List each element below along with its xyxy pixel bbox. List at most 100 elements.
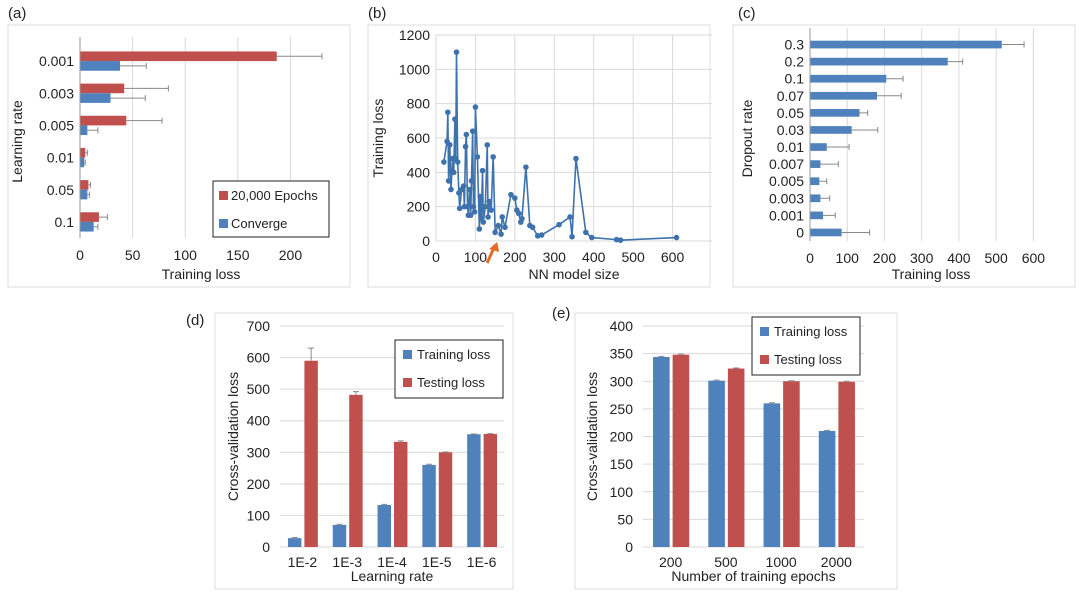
data-point: [569, 233, 575, 240]
data-point: [573, 155, 579, 162]
error-bar: [308, 347, 315, 361]
x-tick-label: 100: [836, 250, 860, 266]
x-tick-label: 200: [873, 250, 897, 266]
data-point: [454, 159, 461, 165]
panel-label: (b): [368, 5, 386, 22]
data-point: [468, 178, 475, 184]
bar: [80, 157, 85, 168]
bar: [80, 212, 99, 222]
x-axis-label: Training loss: [162, 266, 241, 282]
error-bar: [87, 191, 90, 198]
bar: [80, 147, 86, 158]
y-tick-label: 1000: [399, 61, 430, 77]
x-tick-label: 1E-5: [422, 554, 452, 570]
error-bar: [291, 537, 298, 539]
legend-box: [212, 180, 330, 238]
bar: [80, 125, 88, 136]
legend-swatch: [760, 355, 769, 364]
bar: [763, 403, 781, 547]
panel-c: (c) Training loss Dropout rate 0 100 200 300 40…: [732, 5, 1076, 288]
panel-label: (d): [186, 312, 204, 329]
data-point: [479, 167, 486, 174]
bar: [80, 61, 120, 71]
error-bar: [826, 144, 850, 151]
data-point: [529, 224, 536, 231]
data-point: [441, 159, 447, 165]
x-tick-label: 600: [661, 249, 685, 265]
x-tick-label: 1000: [766, 554, 797, 570]
error-bar: [788, 380, 795, 382]
legend: Training loss Testing loss: [394, 339, 504, 399]
data-point: [567, 214, 573, 220]
data-point: [472, 104, 479, 110]
bar: [838, 381, 855, 547]
error-bar: [98, 214, 108, 221]
legend-box: [394, 339, 504, 399]
y-axis-label: Learning rate: [9, 100, 25, 183]
error-bar: [1001, 41, 1025, 48]
bar: [810, 91, 878, 100]
y-axis-label: Dropout rate: [739, 99, 755, 177]
x-tick-label: 300: [910, 250, 934, 266]
x-tick-label: 600: [1022, 250, 1046, 266]
data-point: [508, 191, 514, 198]
bar: [727, 368, 745, 547]
data-point: [538, 232, 545, 238]
data-point: [467, 212, 474, 219]
y-tick-label: 400: [407, 164, 431, 180]
data-point: [480, 219, 487, 225]
error-bar: [820, 195, 831, 202]
data-point: [502, 224, 508, 231]
data-point: [488, 207, 495, 213]
error-bar: [851, 126, 879, 133]
error-bar: [677, 353, 684, 355]
y-tick-label: 0.05: [777, 105, 804, 121]
x-tick-label: 200: [503, 249, 527, 265]
error-bar: [276, 53, 323, 60]
x-axis-label: Number of training epochs: [671, 568, 835, 584]
bar: [810, 194, 821, 203]
y-tick-label: 1200: [399, 27, 430, 43]
y-axis-label: Cross-validation loss: [225, 372, 241, 501]
x-tick-label: 1E-2: [288, 554, 318, 570]
data-point: [484, 142, 491, 148]
data-point: [460, 183, 467, 189]
bar: [672, 354, 690, 547]
bar: [80, 51, 277, 62]
x-tick-label: 1E-6: [467, 554, 497, 570]
y-tick-label: 0.01: [47, 150, 74, 166]
bar: [810, 177, 820, 186]
error-bar: [336, 523, 343, 525]
bar: [483, 433, 498, 547]
data-point: [512, 195, 518, 201]
data-point: [477, 193, 483, 200]
panel-frame: [7, 24, 351, 288]
legend-label: Training loss: [417, 347, 491, 362]
y-tick-label: 600: [247, 350, 271, 366]
data-point: [486, 198, 493, 205]
bar: [783, 381, 800, 547]
y-tick-label: 200: [247, 476, 271, 492]
data-point: [617, 237, 624, 243]
x-tick-label: 300: [543, 249, 567, 265]
bar: [810, 74, 887, 83]
x-axis-label: Training loss: [892, 266, 971, 282]
arrow-head: [489, 242, 500, 252]
bar: [349, 394, 363, 547]
data-point: [499, 214, 506, 220]
x-tick-label: 50: [125, 247, 141, 263]
data-point: [470, 203, 477, 210]
bar: [287, 538, 302, 547]
data-point: [490, 154, 496, 160]
bar: [304, 360, 318, 547]
bar: [438, 452, 453, 547]
data-point: [445, 178, 452, 184]
x-tick-label: 200: [659, 554, 683, 570]
x-tick-label: 1E-3: [332, 554, 362, 570]
data-point: [447, 142, 453, 148]
panel-b: (b) NN model size Training loss 0 100 200 300 4…: [367, 5, 712, 288]
error-bar: [124, 85, 169, 92]
x-axis-label: NN model size: [528, 266, 619, 282]
data-point: [469, 128, 476, 134]
